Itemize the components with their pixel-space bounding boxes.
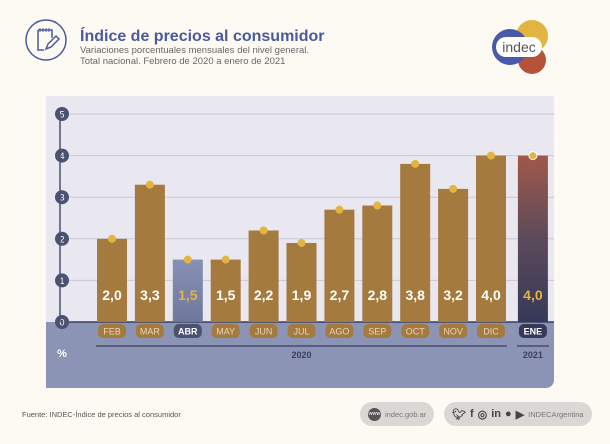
y-tick-marker bbox=[55, 231, 69, 246]
svg-text:indec: indec bbox=[502, 39, 535, 55]
y-tick-label: 0 bbox=[59, 318, 64, 328]
bar-top-dot bbox=[373, 201, 382, 210]
indec-logo: indec bbox=[488, 18, 552, 83]
website-link[interactable]: www indec.gob.ar bbox=[360, 402, 435, 426]
month-pill bbox=[518, 324, 547, 338]
month-pill bbox=[98, 324, 126, 338]
x-tick-label: ENE bbox=[524, 327, 543, 337]
x-tick-label: OCT bbox=[406, 327, 426, 337]
spotify-icon[interactable]: ● bbox=[505, 408, 512, 420]
data-label: 2,7 bbox=[330, 287, 350, 303]
bar-top-dot bbox=[183, 255, 192, 264]
y-tick-label: 3 bbox=[59, 193, 64, 203]
subtitle-line-2: Total nacional. Febrero de 2020 a enero … bbox=[80, 56, 286, 67]
bar-feb bbox=[97, 238, 127, 322]
bar-nov bbox=[438, 188, 469, 322]
subtitle-line-1: Variaciones porcentuales mensuales del n… bbox=[80, 45, 310, 56]
bar-top-dot bbox=[221, 255, 230, 264]
bar-top-dot bbox=[487, 151, 495, 160]
data-label: 4,0 bbox=[523, 287, 543, 303]
data-label: 2,8 bbox=[368, 287, 388, 303]
x-tick-label: SEP bbox=[368, 327, 386, 337]
bar-abr bbox=[172, 259, 203, 322]
data-label: 3,8 bbox=[405, 287, 425, 303]
x-tick-label: NOV bbox=[443, 327, 463, 337]
instagram-icon[interactable]: ◎ bbox=[477, 408, 488, 421]
year-label: 2020 bbox=[291, 350, 311, 360]
lower-band bbox=[46, 322, 554, 388]
y-tick-label: 5 bbox=[59, 110, 64, 120]
subtitle: Variaciones porcentuales mensuales del n… bbox=[80, 45, 309, 67]
x-tick-label: FEB bbox=[103, 327, 121, 337]
facebook-icon[interactable]: f bbox=[469, 408, 474, 420]
y-tick-marker bbox=[55, 315, 69, 329]
bar-ago bbox=[324, 209, 355, 322]
twitter-icon[interactable]: 🐦︎ bbox=[452, 408, 466, 421]
bar-top-dot bbox=[259, 226, 268, 235]
bar-jun bbox=[248, 230, 279, 322]
y-tick-marker bbox=[55, 273, 69, 288]
social-links[interactable]: 🐦︎ f ◎ in ● ▶ INDECArgentina bbox=[444, 402, 592, 426]
data-label: 3,3 bbox=[140, 287, 160, 303]
x-tick-label: AGO bbox=[329, 327, 349, 337]
bar-top-dot bbox=[449, 184, 458, 193]
month-pill bbox=[211, 324, 240, 338]
source-note: Fuente: INDEC-Índice de precios al consu… bbox=[22, 410, 181, 419]
month-pill bbox=[173, 324, 202, 338]
bar-sep bbox=[362, 205, 393, 322]
data-label: 2,0 bbox=[102, 287, 122, 303]
data-label: 3,2 bbox=[443, 287, 463, 303]
y-tick-marker bbox=[55, 190, 69, 205]
bar-top-dot bbox=[411, 159, 420, 168]
bar-top-dot bbox=[108, 234, 116, 243]
month-pill bbox=[439, 324, 468, 338]
month-pill bbox=[325, 324, 354, 338]
globe-www-icon: www bbox=[368, 407, 381, 421]
x-tick-label: DIC bbox=[483, 327, 499, 337]
x-tick-label: MAR bbox=[140, 327, 161, 337]
social-handle: INDECArgentina bbox=[528, 409, 584, 419]
bar-ene bbox=[517, 155, 548, 322]
data-label: 2,2 bbox=[254, 287, 274, 303]
data-label: 1,5 bbox=[178, 287, 198, 303]
bar-top-dot bbox=[335, 205, 344, 214]
data-label: 1,9 bbox=[292, 287, 312, 303]
bar-top-dot bbox=[297, 238, 306, 247]
month-pill bbox=[477, 324, 505, 338]
website-label: indec.gob.ar bbox=[385, 409, 427, 419]
y-unit-label: % bbox=[57, 348, 67, 360]
data-label: 1,5 bbox=[216, 287, 236, 303]
data-label: 4,0 bbox=[481, 287, 501, 303]
x-tick-label: JUN bbox=[255, 327, 273, 337]
bar-top-dot bbox=[145, 180, 154, 189]
notepad-pencil-icon bbox=[24, 18, 68, 67]
month-pill bbox=[287, 324, 316, 338]
youtube-icon[interactable]: ▶ bbox=[515, 408, 525, 421]
month-pill bbox=[249, 324, 278, 338]
x-tick-label: JUL bbox=[293, 327, 309, 337]
month-pill bbox=[363, 324, 392, 338]
month-pill bbox=[135, 324, 164, 338]
x-tick-label: MAY bbox=[216, 327, 235, 337]
y-tick-label: 4 bbox=[59, 151, 64, 161]
bar-mar bbox=[134, 184, 165, 322]
month-pill bbox=[401, 324, 430, 338]
linkedin-icon[interactable]: in bbox=[491, 408, 502, 420]
bar-may bbox=[210, 259, 241, 322]
x-tick-label: ABR bbox=[178, 327, 198, 337]
y-tick-marker bbox=[55, 107, 69, 121]
bar-dic bbox=[476, 155, 506, 322]
bar-oct bbox=[400, 163, 431, 322]
page-title: Índice de precios al consumidor bbox=[80, 28, 325, 45]
year-label: 2021 bbox=[523, 350, 543, 360]
bar-jul bbox=[286, 242, 317, 322]
y-tick-label: 1 bbox=[59, 276, 64, 286]
bar-top-dot bbox=[528, 151, 538, 161]
y-tick-marker bbox=[55, 148, 69, 163]
y-tick-label: 2 bbox=[59, 234, 64, 244]
